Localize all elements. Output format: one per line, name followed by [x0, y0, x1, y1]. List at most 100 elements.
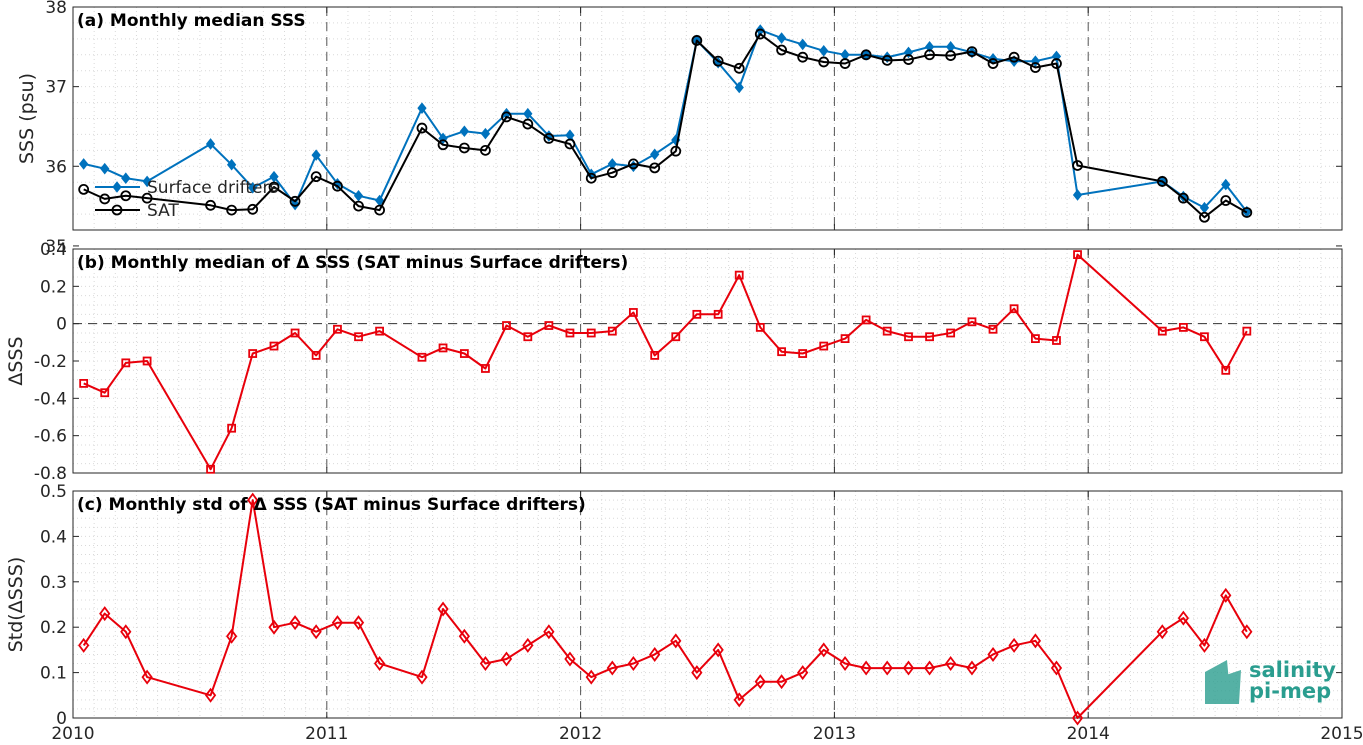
data-point — [99, 193, 111, 205]
data-point — [649, 162, 661, 174]
data-point — [606, 660, 618, 676]
data-point — [881, 54, 893, 66]
data-point — [882, 326, 892, 336]
data-point — [290, 198, 300, 211]
axes-frame — [72, 6, 1343, 231]
data-point — [754, 674, 766, 690]
data-point — [458, 142, 470, 154]
data-point — [1009, 304, 1019, 314]
data-point — [860, 49, 872, 61]
data-point — [1220, 195, 1232, 206]
y-tick-label: 37 — [45, 78, 67, 98]
data-point — [437, 139, 449, 151]
data-point — [565, 328, 575, 338]
data-point — [881, 660, 893, 676]
data-point — [120, 624, 132, 640]
data-point — [121, 172, 131, 185]
data-point — [754, 28, 766, 40]
data-point — [1052, 336, 1061, 345]
data-point — [606, 167, 618, 179]
y-axis-label: Std(ΔSSS) — [5, 557, 27, 653]
data-point — [861, 315, 871, 325]
logo-text-line1: salinity — [1249, 658, 1336, 682]
data-point — [458, 628, 470, 644]
data-point — [775, 674, 788, 690]
data-point — [502, 321, 511, 330]
legend: Surface drifters SAT — [95, 178, 278, 221]
data-point — [1200, 332, 1209, 342]
data-point — [755, 322, 765, 332]
series-markers — [79, 250, 1252, 474]
data-point — [331, 615, 344, 631]
data-point — [416, 122, 428, 134]
data-point — [354, 332, 363, 342]
y-tick-label: 0.2 — [40, 277, 67, 297]
series-markers — [78, 492, 1253, 726]
series-markers — [78, 28, 1253, 223]
data-point — [459, 125, 470, 138]
y-tick-label: 0.5 — [40, 482, 67, 502]
data-point — [924, 49, 935, 61]
data-point — [777, 347, 787, 357]
data-point — [268, 619, 280, 635]
data-point — [79, 158, 89, 170]
data-point — [650, 148, 660, 161]
y-tick-label: 38 — [45, 0, 67, 18]
data-point — [1072, 160, 1083, 171]
data-point — [946, 328, 956, 338]
data-point — [1177, 192, 1189, 204]
logo-text-line2: pi-mep — [1249, 679, 1331, 703]
data-point — [902, 660, 915, 676]
y-tick-label: -0.8 — [34, 464, 67, 484]
panel-title: (c) Monthly std of Δ SSS (SAT minus Surf… — [77, 495, 586, 515]
data-point — [142, 175, 152, 188]
panel-c: 0 0.1 0.2 0.3 0.4 0.5 2010 2011 2012 2013 2014 2015… — [5, 482, 1363, 744]
data-point — [776, 32, 787, 44]
data-point — [650, 350, 660, 360]
data-point — [987, 646, 999, 662]
data-point — [1220, 587, 1232, 603]
data-point — [988, 324, 998, 334]
data-point — [734, 270, 744, 280]
data-point — [1157, 326, 1167, 336]
panel-b: -0.8 -0.6 -0.4 -0.2 0 0.2 0.4 ΔSSS (b) Monthly m… — [5, 240, 1343, 484]
data-point — [797, 51, 809, 63]
data-point — [712, 55, 724, 67]
data-point — [564, 138, 576, 150]
salinity-pimep-logo: salinity pi-mep — [1205, 658, 1336, 704]
data-point — [206, 464, 215, 474]
data-point — [1008, 51, 1020, 63]
data-point — [987, 58, 999, 69]
data-point — [100, 388, 110, 398]
data-point — [523, 332, 533, 342]
panel-a: 35 36 37 38 SSS (psu) (a) Monthly median SSS S… — [16, 0, 1343, 257]
y-tick-label: 0.4 — [40, 240, 67, 260]
data-point — [839, 58, 851, 69]
data-point — [607, 326, 617, 336]
data-point — [733, 692, 745, 708]
data-point — [564, 651, 576, 667]
data-point — [226, 158, 237, 171]
data-point — [141, 192, 153, 204]
data-point — [1178, 322, 1188, 332]
data-point — [1241, 624, 1253, 640]
y-axis-label: SSS (psu) — [16, 73, 38, 164]
data-point — [1242, 326, 1252, 336]
data-point — [903, 54, 914, 65]
data-point — [1221, 178, 1231, 191]
data-point — [544, 321, 554, 330]
data-point — [142, 356, 152, 366]
data-point — [1198, 637, 1211, 653]
data-point — [248, 181, 258, 194]
x-tick-label: 2013 — [813, 724, 856, 744]
data-point — [543, 624, 555, 640]
panel-title: (b) Monthly median of Δ SSS (SAT minus S… — [77, 253, 628, 273]
data-point — [1029, 633, 1042, 649]
data-point — [798, 38, 808, 51]
data-point — [500, 651, 513, 667]
data-point — [1221, 365, 1231, 375]
data-point — [670, 633, 682, 649]
data-point — [1051, 58, 1062, 69]
data-point — [120, 190, 132, 202]
data-point — [479, 656, 492, 672]
